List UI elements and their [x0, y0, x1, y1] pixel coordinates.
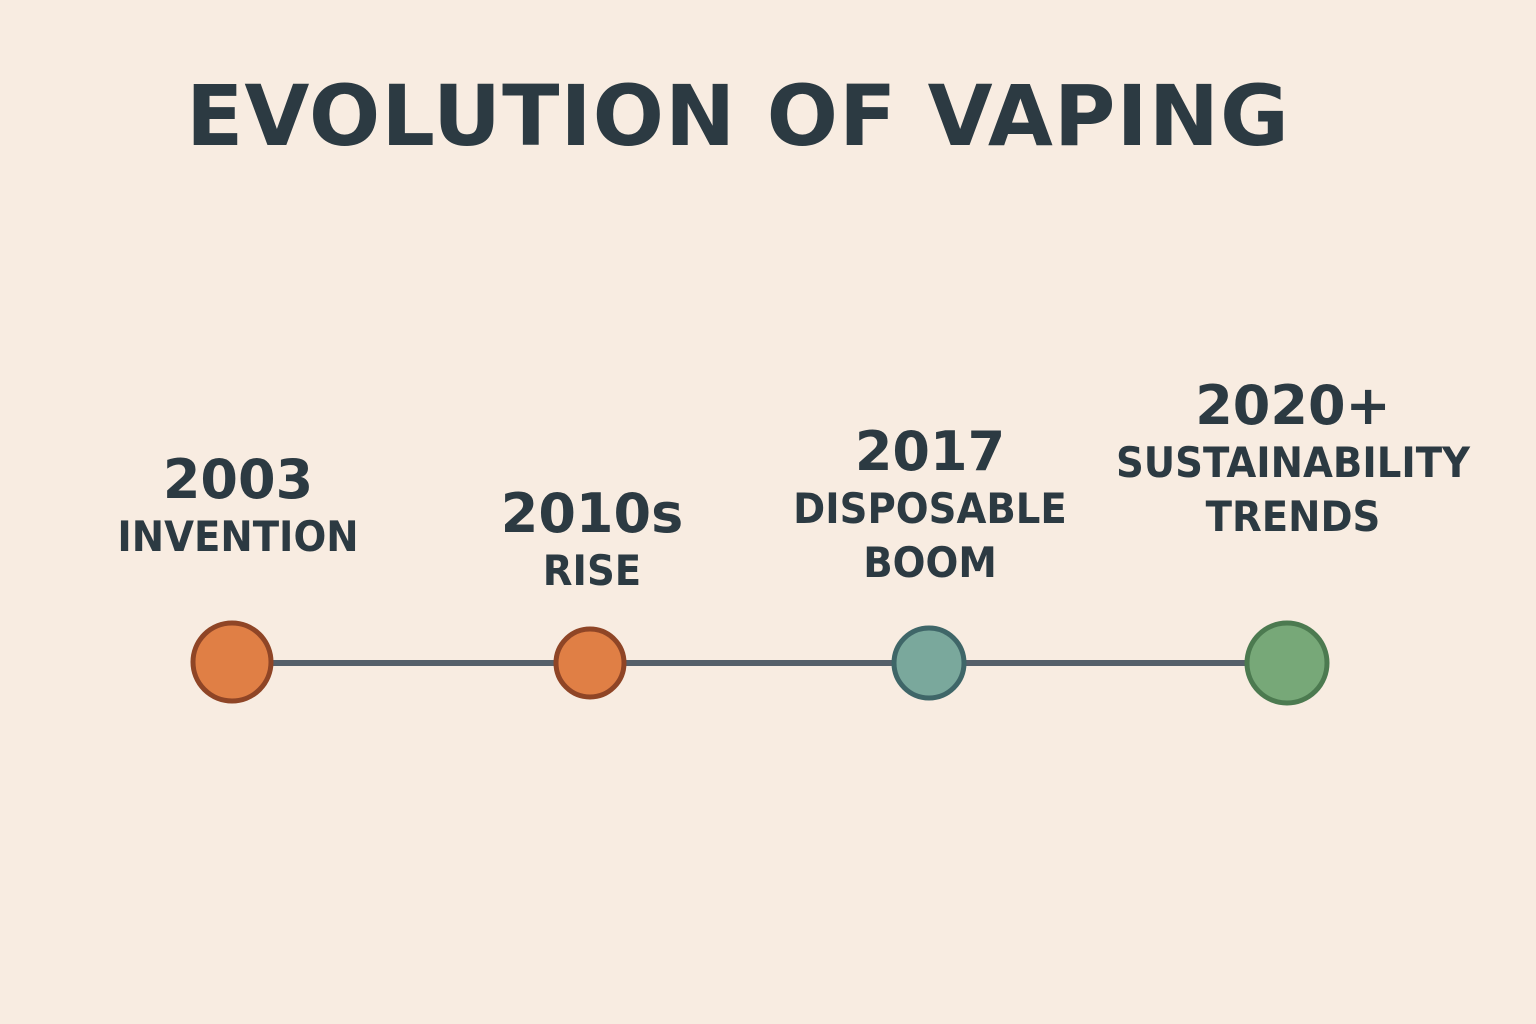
- milestone-label: RISE: [542, 546, 642, 595]
- milestone-dot-2020-plus: [1244, 620, 1330, 706]
- milestone-label: INVENTION: [117, 512, 359, 561]
- milestone-2017: 2017 DISPOSABLE BOOM: [730, 422, 1130, 590]
- milestone-year: 2010s: [500, 482, 684, 545]
- milestone-label: DISPOSABLE BOOM: [793, 484, 1067, 587]
- milestone-dot-2003: [190, 620, 274, 704]
- milestone-2020-plus: 2020+ SUSTAINABILITY TRENDS: [1093, 376, 1493, 544]
- milestone-dot-2010s: [553, 626, 627, 700]
- milestone-2003: 2003 INVENTION: [38, 450, 438, 564]
- milestone-year: 2020+: [1195, 374, 1391, 437]
- milestone-year: 2003: [162, 448, 314, 511]
- milestone-year: 2017: [854, 420, 1006, 483]
- milestone-label: SUSTAINABILITY TRENDS: [1115, 438, 1471, 541]
- page-title: EVOLUTION OF VAPING: [186, 67, 1290, 165]
- milestone-dot-2017: [891, 625, 967, 701]
- milestone-2010s: 2010s RISE: [392, 484, 792, 598]
